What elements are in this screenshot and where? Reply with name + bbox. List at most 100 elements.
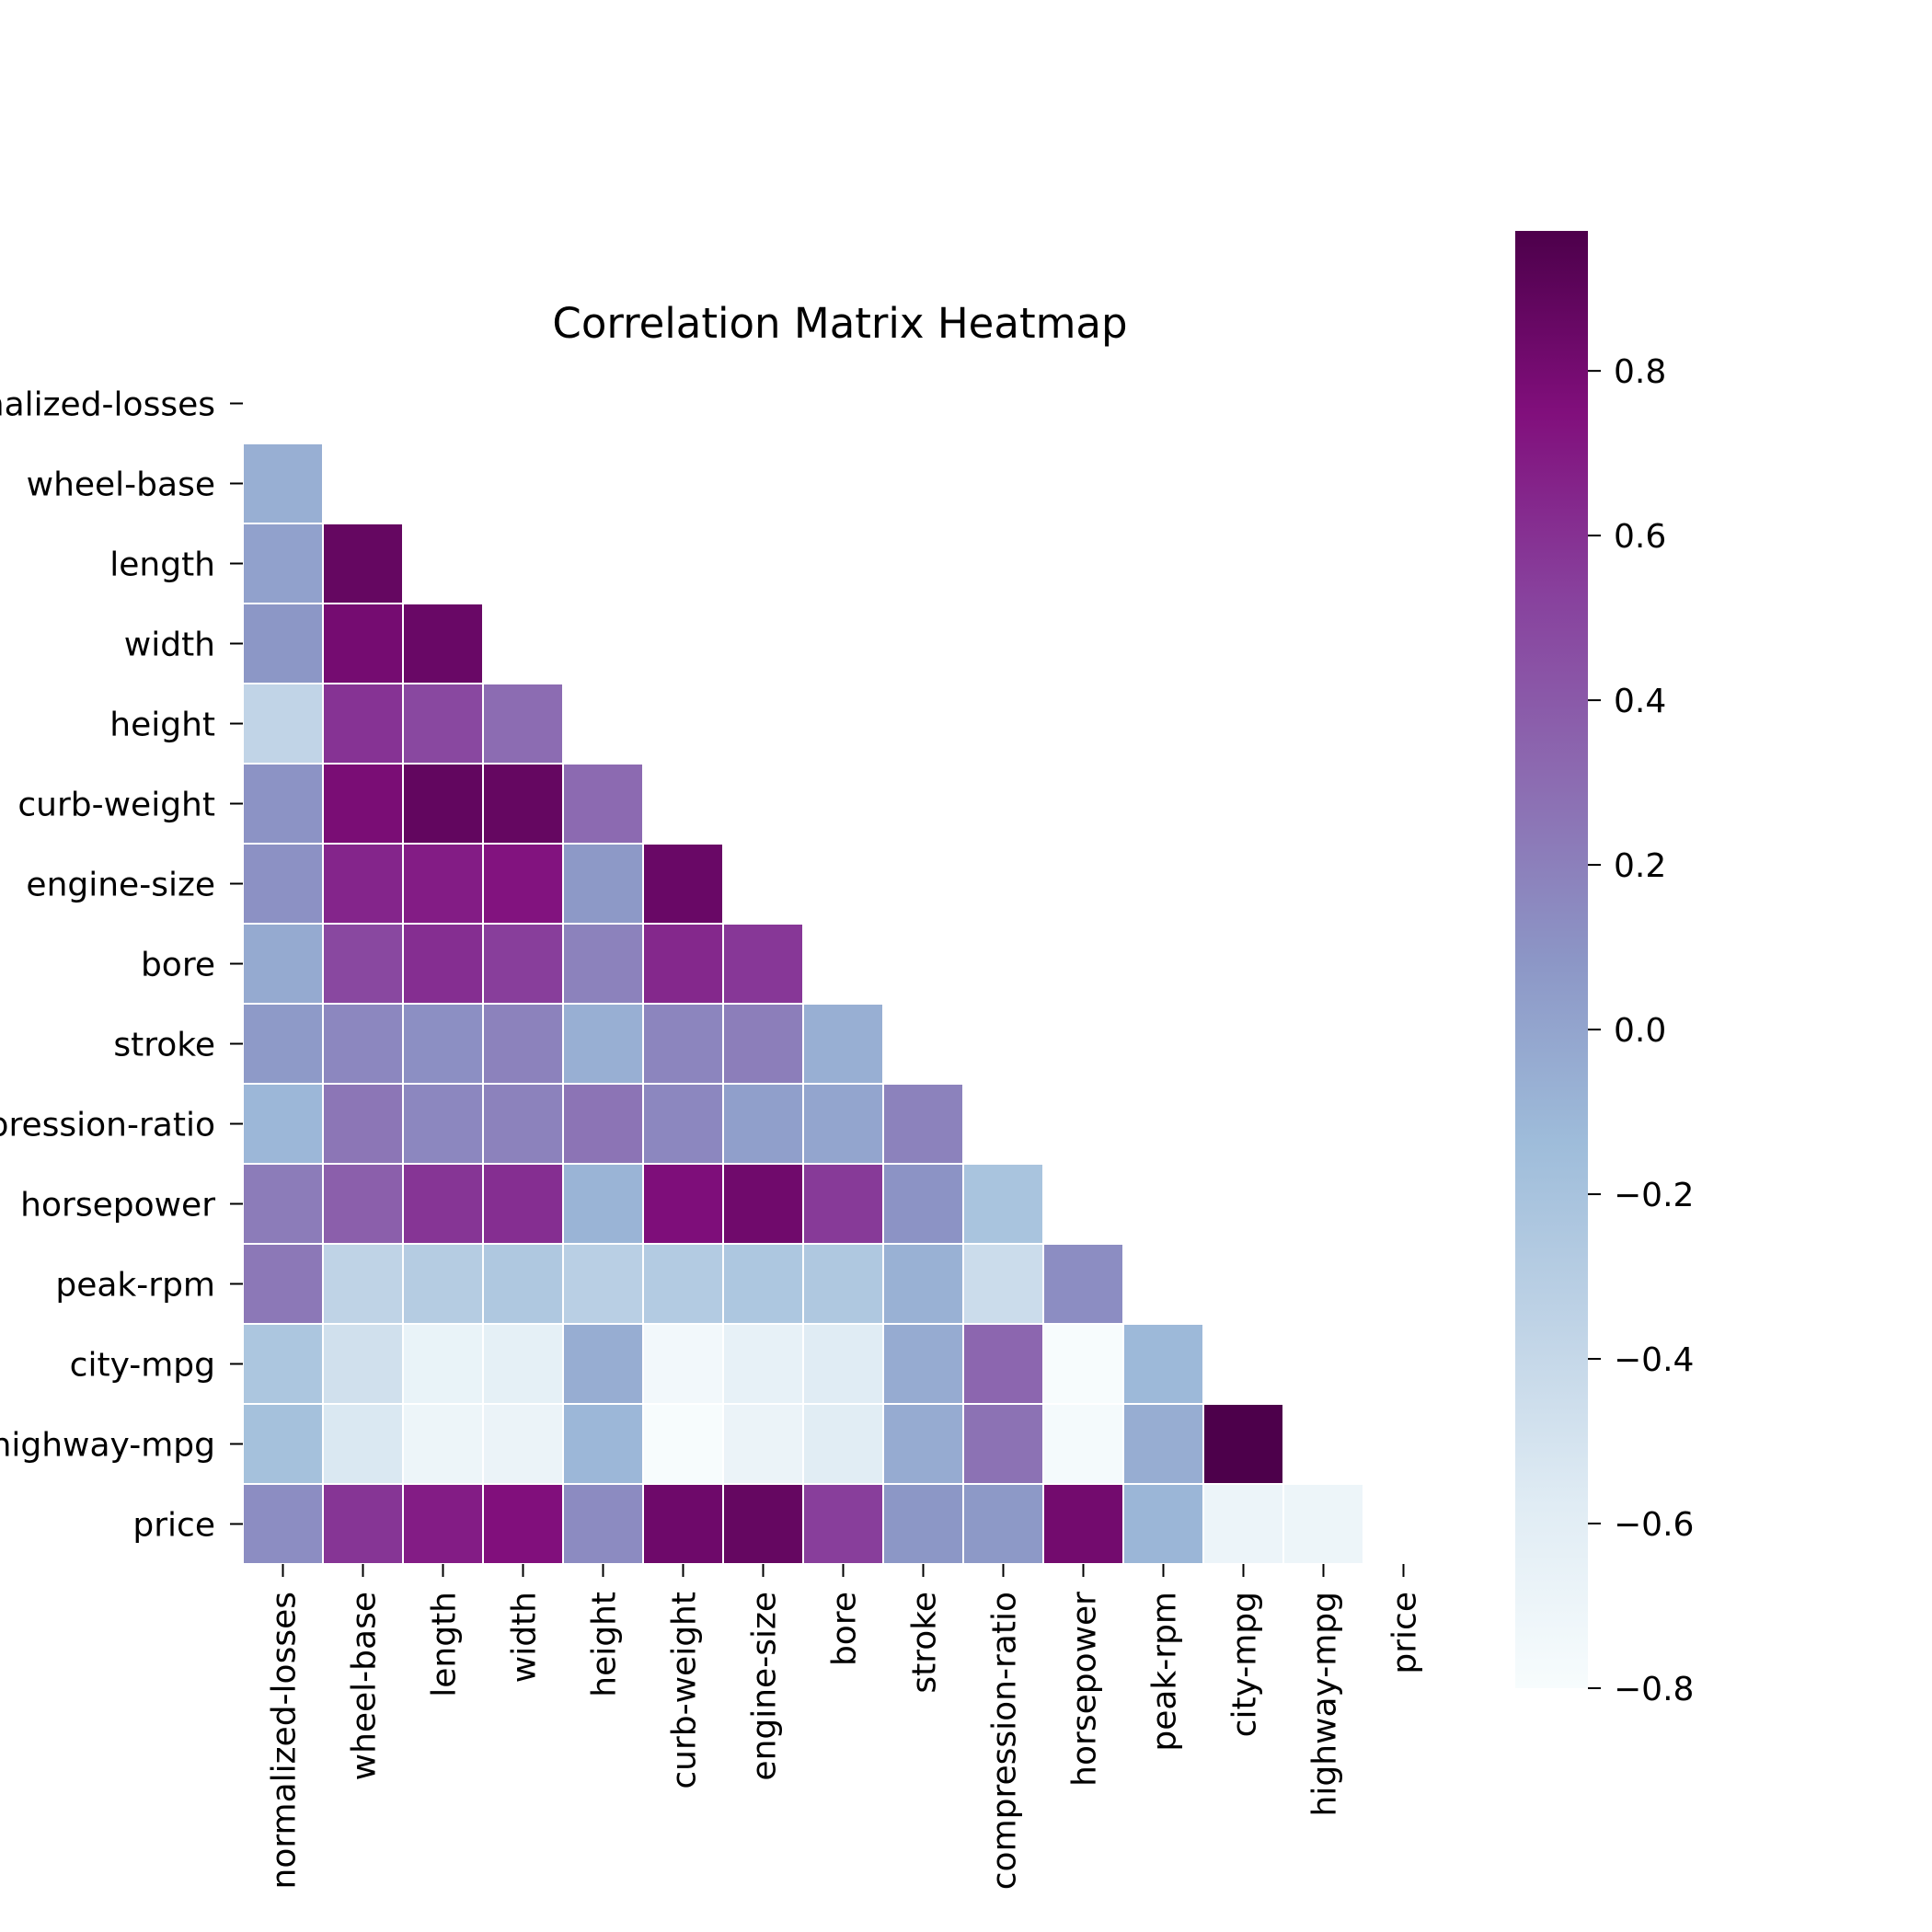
heatmap-cell (962, 1163, 1044, 1245)
heatmap-cell (962, 1483, 1044, 1565)
heatmap-cell (642, 923, 724, 1005)
colorbar-tick-labels: 0.8 0.6 0.4 0.2 0.0 −0.2 −0.4 −0.6 −0.8 (1588, 353, 1694, 1708)
heatmap-cell (402, 843, 484, 925)
heatmap-cell (1202, 1403, 1284, 1485)
heatmap-cell (242, 1323, 324, 1405)
heatmap-cell (402, 1483, 484, 1565)
heatmap-cell (882, 1323, 964, 1405)
heatmap-cell (322, 923, 404, 1005)
heatmap-cell (722, 1163, 804, 1245)
heatmap-cell (242, 1003, 324, 1085)
heatmap-cell (322, 843, 404, 925)
heatmap-cell (722, 1403, 804, 1485)
colorbar (1515, 231, 1588, 1688)
heatmap-cell (482, 1403, 564, 1485)
heatmap-cell (482, 843, 564, 925)
colorbar-tick-label: 0.4 (1614, 683, 1666, 720)
heatmap-cell (642, 1243, 724, 1325)
heatmap-cell (482, 683, 564, 765)
column-tick-label: bore (826, 1592, 864, 1666)
heatmap-cell (802, 1163, 884, 1245)
heatmap-cell (402, 763, 484, 845)
heatmap-cell (402, 1323, 484, 1405)
heatmap-cell (562, 1243, 644, 1325)
heatmap-cell (722, 1323, 804, 1405)
heatmap-cell (882, 1163, 964, 1245)
column-tick-label: city-mpg (1226, 1592, 1264, 1737)
heatmap-cell (242, 763, 324, 845)
heatmap-cell (322, 523, 404, 604)
row-tick-label: price (132, 1507, 215, 1545)
heatmap-cell (482, 1483, 564, 1565)
column-tick-labels: normalized-losses wheel-base length width he… (266, 1564, 1424, 1890)
column-tick-label: compression-ratio (986, 1592, 1024, 1890)
chart-title: Correlation Matrix Heatmap (552, 299, 1127, 348)
heatmap-cell (962, 1403, 1044, 1485)
heatmap-cell (722, 923, 804, 1005)
row-tick-label: length (109, 546, 215, 584)
heatmap-cell (482, 1003, 564, 1085)
row-tick-label: curb-weight (17, 787, 215, 824)
heatmap-cell (242, 1083, 324, 1165)
heatmap-cell (322, 683, 404, 765)
heatmap-cell (1042, 1243, 1124, 1325)
column-tick-label: highway-mpg (1306, 1592, 1344, 1816)
heatmap-cell (1042, 1483, 1124, 1565)
heatmap-cell (402, 683, 484, 765)
heatmap-cell (802, 1483, 884, 1565)
row-tick-label: width (124, 627, 215, 664)
heatmap-cell (802, 1403, 884, 1485)
heatmap-cell (642, 1083, 724, 1165)
heatmap-cell (1282, 1483, 1364, 1565)
row-tick-label: engine-size (26, 867, 215, 904)
row-tick-label: bore (141, 947, 215, 984)
heatmap-cell (882, 1243, 964, 1325)
colorbar-tick-label: 0.2 (1614, 847, 1666, 885)
heatmap-cell (962, 1243, 1044, 1325)
heatmap-cell (322, 763, 404, 845)
heatmap-cell (242, 1243, 324, 1325)
row-tick-label: wheel-base (27, 466, 215, 504)
column-tick-label: price (1386, 1592, 1424, 1674)
row-tick-label: horsepower (20, 1187, 215, 1225)
heatmap-cell (322, 1243, 404, 1325)
column-tick-label: width (506, 1592, 544, 1683)
row-tick-label: compression-ratio (0, 1107, 215, 1144)
heatmap-cell (642, 1003, 724, 1085)
column-tick-label: curb-weight (666, 1592, 704, 1789)
row-tick-label: highway-mpg (0, 1427, 215, 1465)
heatmap-cells (242, 443, 1364, 1565)
heatmap-cell (722, 1083, 804, 1165)
heatmap-cell (402, 1403, 484, 1485)
heatmap-cell (322, 603, 404, 684)
heatmap-cell (402, 923, 484, 1005)
column-tick-label: length (426, 1592, 464, 1697)
heatmap-cell (562, 1163, 644, 1245)
heatmap-cell (882, 1083, 964, 1165)
heatmap-cell (802, 1003, 884, 1085)
heatmap-cell (642, 843, 724, 925)
heatmap-cell (642, 1163, 724, 1245)
row-tick-label: peak-rpm (55, 1267, 215, 1305)
heatmap-cell (562, 1003, 644, 1085)
column-tick-label: peak-rpm (1146, 1592, 1184, 1752)
heatmap-cell (322, 1003, 404, 1085)
column-tick-label: wheel-base (346, 1592, 384, 1780)
heatmap-cell (402, 603, 484, 684)
heatmap-cell (642, 1323, 724, 1405)
colorbar-tick-label: −0.6 (1614, 1506, 1694, 1544)
colorbar-tick-label: −0.2 (1614, 1177, 1694, 1214)
heatmap-cell (562, 843, 644, 925)
heatmap-cell (402, 1243, 484, 1325)
heatmap-cell (242, 523, 324, 604)
column-tick-label: stroke (906, 1592, 944, 1694)
heatmap-cell (562, 1083, 644, 1165)
heatmap-cell (802, 1083, 884, 1165)
heatmap-cell (242, 843, 324, 925)
heatmap-cell (802, 1323, 884, 1405)
colorbar-tick-label: 0.0 (1614, 1012, 1666, 1050)
heatmap-cell (882, 1483, 964, 1565)
heatmap-cell (482, 1323, 564, 1405)
heatmap-cell (722, 1243, 804, 1325)
heatmap-cell (482, 763, 564, 845)
